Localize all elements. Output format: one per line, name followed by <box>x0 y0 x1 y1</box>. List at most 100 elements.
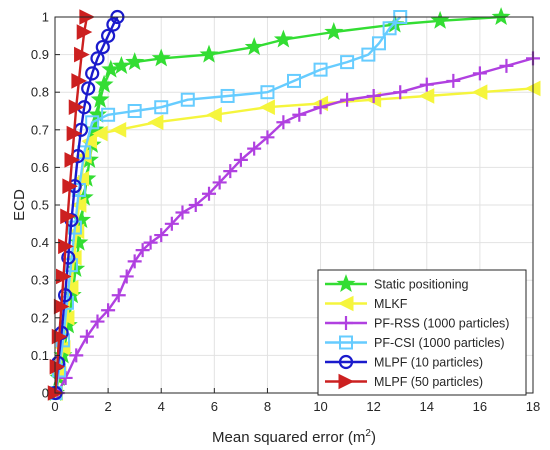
x-axis-label-text: Mean squared error (m <box>212 429 365 446</box>
data-point <box>94 74 114 93</box>
legend-box <box>317 269 527 396</box>
data-point <box>143 235 158 250</box>
data-point <box>61 250 76 265</box>
data-point <box>76 24 93 40</box>
legend-swatch-marker <box>336 274 356 293</box>
data-point <box>154 228 169 243</box>
data-point <box>81 81 96 96</box>
x-axis-label-close: ) <box>371 429 376 446</box>
data-point <box>74 46 90 63</box>
legend-label: MLPF (50 particles) <box>374 375 483 389</box>
data-point <box>233 152 248 167</box>
data-point <box>110 121 127 138</box>
data-point <box>259 99 275 116</box>
data-point <box>68 99 85 116</box>
data-point <box>101 59 121 78</box>
data-point <box>340 92 355 107</box>
data-point <box>58 238 74 255</box>
data-point <box>260 130 275 145</box>
data-point <box>382 21 397 36</box>
x-axis-label: Mean squared error (m2) <box>212 428 376 446</box>
x-tick-label: 0 <box>51 399 58 414</box>
data-point <box>419 77 434 92</box>
data-point <box>71 182 86 197</box>
y-tick-label: 0.3 <box>31 273 49 288</box>
data-point <box>106 17 121 32</box>
data-point <box>371 36 386 51</box>
series-4 <box>48 10 408 400</box>
y-tick-label: 0.4 <box>31 235 49 250</box>
data-point <box>164 216 179 231</box>
data-point <box>95 39 110 55</box>
data-point <box>260 85 275 100</box>
legend-label: MLKF <box>374 297 408 311</box>
data-point <box>135 243 150 258</box>
legend-swatch-marker <box>339 335 353 350</box>
data-point <box>220 88 235 103</box>
data-point <box>175 205 190 220</box>
y-tick-label: 0.1 <box>31 348 49 363</box>
data-point <box>287 73 301 88</box>
data-point <box>472 66 487 81</box>
y-tick-label: 0.7 <box>31 122 49 137</box>
legend-item: PF-RSS (1000 particles) <box>325 316 509 331</box>
legend-swatch-marker <box>338 373 355 390</box>
legend-swatch-marker <box>339 316 353 330</box>
data-point <box>430 10 450 29</box>
data-point <box>247 141 262 156</box>
data-point <box>244 37 264 56</box>
data-point <box>273 29 293 48</box>
data-point <box>71 73 88 89</box>
data-point <box>101 28 116 43</box>
data-point <box>202 186 217 201</box>
data-point <box>340 55 355 70</box>
data-point <box>188 198 203 212</box>
y-tick-label: 0.2 <box>31 310 49 325</box>
legend-item: MLPF (10 particles) <box>325 354 483 370</box>
data-point <box>60 208 76 225</box>
x-axis-label-superscript: 2 <box>365 428 371 439</box>
legend-item: MLPF (50 particles) <box>325 373 483 390</box>
data-point <box>90 89 110 108</box>
data-point <box>154 100 169 115</box>
legend-label: PF-RSS (1000 particles) <box>374 317 509 331</box>
data-point <box>127 254 142 269</box>
data-point <box>62 178 78 195</box>
x-tick-label: 12 <box>366 399 380 414</box>
data-point <box>85 66 100 81</box>
data-point <box>313 100 328 115</box>
x-tick-label: 16 <box>473 399 487 414</box>
data-point <box>471 84 488 101</box>
data-point <box>223 164 238 179</box>
data-point <box>79 329 94 344</box>
data-point <box>92 125 108 142</box>
y-tick-label: 0.8 <box>31 85 49 100</box>
series-line <box>54 16 402 394</box>
data-point <box>49 358 66 375</box>
data-point <box>70 197 87 213</box>
data-point <box>180 92 195 107</box>
x-tick-label: 8 <box>264 399 271 414</box>
data-point <box>111 288 126 303</box>
y-tick-label: 0.5 <box>31 198 49 213</box>
data-point <box>499 58 514 73</box>
ticks: 0 2 4 6 8 10 12 14 16 18 0 0.1 0.2 0.3 0.4 0.5 0.6 0.7 0.8… <box>31 10 540 415</box>
x-tick-label: 10 <box>313 399 327 414</box>
data-point <box>67 220 82 235</box>
data-point <box>90 314 105 329</box>
data-point <box>111 55 131 74</box>
data-point <box>491 7 511 26</box>
legend-swatch-marker <box>338 354 354 370</box>
data-point <box>212 175 227 190</box>
x-tick-label: 18 <box>526 399 540 414</box>
data-point <box>361 47 376 62</box>
legend-item: PF-CSI (1000 particles) <box>325 335 505 350</box>
legend-label: Static positioning <box>374 278 469 292</box>
data-point <box>393 85 408 100</box>
data-point <box>85 115 100 130</box>
data-point <box>199 44 219 63</box>
data-point <box>69 348 84 363</box>
data-point <box>101 107 116 122</box>
data-point <box>66 125 83 142</box>
